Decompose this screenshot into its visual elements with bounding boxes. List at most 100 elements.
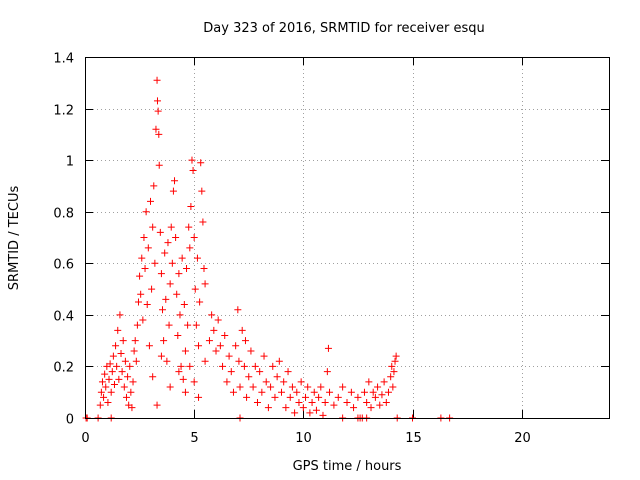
data-point <box>195 393 203 401</box>
data-point <box>267 383 275 391</box>
data-point <box>304 383 312 391</box>
data-point <box>245 373 253 381</box>
data-point <box>200 264 208 272</box>
data-point <box>302 393 310 401</box>
data-point <box>136 272 144 280</box>
data-point <box>293 388 301 396</box>
data-point <box>380 378 388 386</box>
data-point <box>374 383 382 391</box>
data-point <box>164 239 172 247</box>
y-tick-label: 1.4 <box>53 52 74 67</box>
data-point <box>197 159 205 167</box>
data-point <box>190 378 198 386</box>
data-point <box>169 187 177 195</box>
data-point <box>201 357 209 365</box>
data-point <box>110 380 118 388</box>
data-point <box>390 368 398 376</box>
data-point <box>208 311 216 319</box>
data-point <box>171 177 179 185</box>
data-point <box>96 401 104 409</box>
data-point <box>152 125 160 133</box>
data-point <box>299 404 307 412</box>
data-point <box>134 298 142 306</box>
data-point <box>154 107 162 115</box>
data-point <box>107 388 115 396</box>
data-point <box>369 388 377 396</box>
data-point <box>175 270 183 278</box>
data-point <box>321 399 329 407</box>
data-point <box>118 368 126 376</box>
data-point <box>121 357 129 365</box>
y-axis-label: SRMTID / TECUs <box>7 186 22 291</box>
data-point <box>192 321 200 329</box>
data-point <box>201 280 209 288</box>
data-point <box>129 378 137 386</box>
data-point <box>126 362 134 370</box>
data-point <box>271 393 279 401</box>
data-point <box>262 378 270 386</box>
data-point <box>132 357 140 365</box>
data-point <box>104 399 112 407</box>
data-point <box>378 391 386 399</box>
data-point <box>376 401 384 409</box>
data-point <box>389 383 397 391</box>
x-axis-label: GPS time / hours <box>293 459 402 474</box>
data-point <box>157 270 165 278</box>
data-point <box>105 375 113 383</box>
data-point <box>308 399 316 407</box>
y-tick-label: 1.2 <box>53 104 74 119</box>
data-point <box>149 373 157 381</box>
data-point <box>199 218 207 226</box>
data-point <box>153 76 161 84</box>
data-point <box>253 399 261 407</box>
data-point <box>181 388 189 396</box>
data-point <box>367 404 375 412</box>
data-point <box>124 373 132 381</box>
data-point <box>193 254 201 262</box>
data-point <box>269 362 277 370</box>
data-point <box>295 399 303 407</box>
data-point <box>108 368 116 376</box>
data-point <box>165 321 173 329</box>
data-point <box>156 228 164 236</box>
data-point <box>241 337 249 345</box>
data-point <box>148 285 156 293</box>
data-point <box>306 409 314 417</box>
data-point <box>106 360 114 368</box>
y-tick-label: 0.2 <box>53 361 74 376</box>
data-point <box>227 368 235 376</box>
data-point <box>151 259 159 267</box>
data-point <box>275 357 283 365</box>
data-point <box>310 388 318 396</box>
data-point <box>382 399 390 407</box>
data-point <box>168 259 176 267</box>
data-point <box>167 223 175 231</box>
data-point <box>278 388 285 396</box>
y-tick-label: 0.4 <box>53 310 74 325</box>
data-point <box>128 404 136 412</box>
data-point <box>131 337 139 345</box>
data-point <box>153 97 161 105</box>
data-point <box>198 187 206 195</box>
data-point <box>219 362 227 370</box>
data-point <box>216 342 224 350</box>
data-point <box>288 383 296 391</box>
data-point <box>240 362 248 370</box>
data-point <box>243 393 251 401</box>
data-point <box>236 383 244 391</box>
data-point <box>339 383 347 391</box>
data-point <box>347 388 355 396</box>
data-point <box>166 280 174 288</box>
plot-frame <box>85 57 610 419</box>
data-point <box>187 203 195 211</box>
data-point <box>160 337 168 345</box>
data-point <box>179 375 187 383</box>
data-point <box>114 326 122 334</box>
data-point <box>387 373 395 381</box>
data-point <box>214 316 222 324</box>
x-tick-label: 15 <box>405 431 422 446</box>
data-point <box>388 362 396 370</box>
data-point <box>176 311 184 319</box>
data-point <box>137 290 145 298</box>
data-point <box>249 383 257 391</box>
